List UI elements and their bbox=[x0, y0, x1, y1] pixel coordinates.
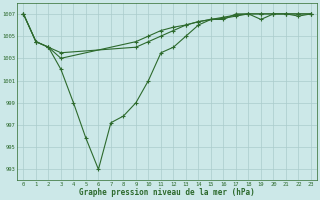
X-axis label: Graphe pression niveau de la mer (hPa): Graphe pression niveau de la mer (hPa) bbox=[79, 188, 255, 197]
